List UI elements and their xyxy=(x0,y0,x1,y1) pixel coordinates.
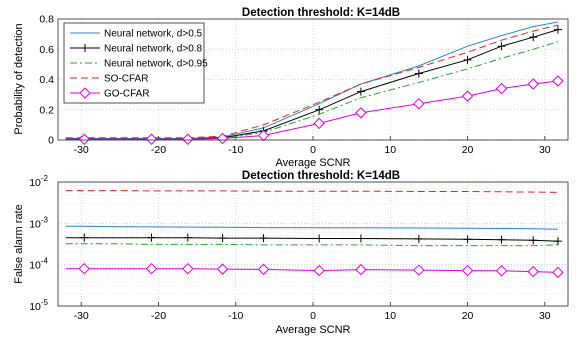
y-tick-label: 0.4 xyxy=(39,74,54,86)
tick-exponent: -2 xyxy=(41,174,49,183)
x-tick-labels: -30 -20 -10 0 10 20 30 xyxy=(74,144,551,156)
false-alarm-rate-chart: Detection threshold: K=14dB -30 -20 -10 0 10… xyxy=(13,170,568,336)
x-tick-label: 30 xyxy=(539,144,551,156)
x-tick-label: -20 xyxy=(151,144,166,156)
x-tick-label: 10 xyxy=(384,310,396,322)
y-axis-label: False alarm rate xyxy=(13,204,25,283)
x-tick-labels: -30 -20 -10 0 10 20 30 xyxy=(74,310,551,322)
tick-exponent: -5 xyxy=(41,298,49,307)
x-tick-label: -20 xyxy=(151,310,166,322)
y-tick-labels: 0 0.2 0.4 0.6 0.8 xyxy=(39,14,54,147)
tick-base: 10 xyxy=(29,177,41,189)
x-tick-label: 10 xyxy=(384,144,396,156)
x-tick-label: -10 xyxy=(228,144,243,156)
x-tick-label: -30 xyxy=(74,310,89,322)
x-tick-label: -10 xyxy=(228,310,243,322)
tick-exponent: -3 xyxy=(41,215,49,224)
y-tick-label: 0.6 xyxy=(39,44,54,56)
tick-base: 10 xyxy=(29,260,41,272)
chart-title: Detection threshold: K=14dB xyxy=(242,170,400,182)
x-tick-label: 0 xyxy=(310,144,316,156)
y-tick-label: 0.2 xyxy=(39,104,54,116)
legend-label: GO-CFAR xyxy=(104,89,150,100)
y-tick-label: 10-4 xyxy=(29,257,48,272)
tick-exponent: -4 xyxy=(41,257,49,266)
legend-label: SO-CFAR xyxy=(104,74,148,85)
y-tick-labels: 10-510-410-310-2 xyxy=(29,174,48,313)
y-tick-label: 10-2 xyxy=(29,174,48,189)
legend-label: Neural network, d>0.5 xyxy=(104,29,203,40)
y-axis-label: Probability of detection xyxy=(13,23,25,134)
x-tick-label: 20 xyxy=(462,310,474,322)
y-tick-label: 10-3 xyxy=(29,215,48,230)
y-tick-label: 0.8 xyxy=(39,14,54,26)
legend-label: Neural network, d>0.8 xyxy=(104,44,203,55)
x-tick-label: -30 xyxy=(74,144,89,156)
detection-probability-chart: Detection threshold: K=14dB -30 -20 -10 0 10… xyxy=(13,7,568,169)
y-tick-label: 0 xyxy=(48,135,54,147)
y-tick-label: 10-5 xyxy=(29,298,48,313)
tick-base: 10 xyxy=(29,218,41,230)
x-tick-label: 0 xyxy=(310,310,316,322)
legend: Neural network, d>0.5 Neural network, d>0… xyxy=(64,23,208,103)
chart-title: Detection threshold: K=14dB xyxy=(242,7,400,19)
legend-label: Neural network, d>0.95 xyxy=(104,59,208,70)
x-tick-label: 20 xyxy=(462,144,474,156)
x-axis-label: Average SCNR xyxy=(276,324,351,336)
tick-base: 10 xyxy=(29,301,41,313)
x-axis-label: Average SCNR xyxy=(276,157,351,169)
x-tick-label: 30 xyxy=(539,310,551,322)
